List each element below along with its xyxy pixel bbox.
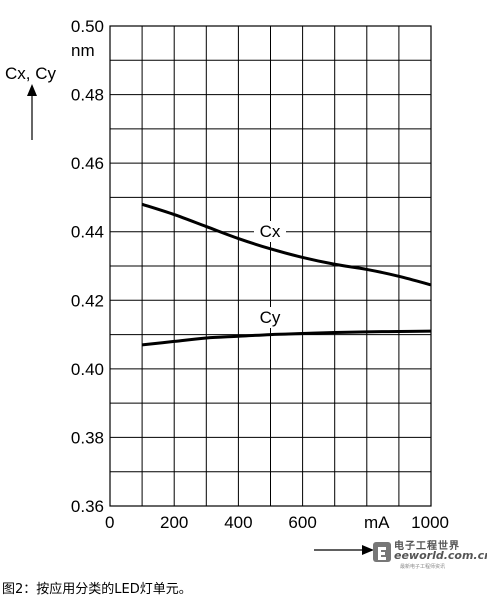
y-tick-label: 0.46	[71, 154, 104, 173]
y-tick-label: 0.42	[71, 291, 104, 310]
figure-caption: 图2：按应用分类的LED灯单元。	[2, 582, 192, 597]
eeworld-logo-icon	[373, 542, 391, 562]
x-axis-arrow	[314, 545, 374, 555]
y-tick-label: 0.38	[71, 428, 104, 447]
tick-labels: 0.50 0.48 0.46 0.44 0.42 0.40 0.38 0.360 200 400 6…	[71, 17, 449, 532]
y-tick-label: 0.48	[71, 86, 104, 105]
series-label-cy: Cy	[260, 308, 281, 327]
y-tick-label: 0.36	[71, 497, 104, 516]
plot-border	[109, 25, 432, 507]
eeworld-logo: 电子工程世界 eeworld.com.cn 最新电子工程师资讯	[370, 537, 487, 571]
y-tick-label: 0.50	[71, 17, 104, 36]
x-axis-unit: mA	[364, 513, 390, 532]
grid	[110, 26, 431, 506]
y-tick-label: 0.40	[71, 360, 104, 379]
series-lines: Cx Cy	[141, 202, 432, 347]
series-label-cx: Cx	[260, 222, 281, 241]
x-tick-label: 600	[288, 513, 316, 532]
y-axis-title: Cx, Cy	[5, 64, 57, 83]
logo-tagline: 最新电子工程师资讯	[400, 564, 446, 570]
series-label-backing	[254, 221, 286, 242]
series-label-backing	[254, 307, 286, 328]
series-line-cx	[141, 202, 432, 287]
plot-frame	[109, 25, 432, 507]
logo-url: eeworld.com.cn	[394, 549, 487, 562]
y-tick-label: 0.44	[71, 223, 104, 242]
series-line-cy	[141, 329, 432, 347]
y-axis-arrow	[27, 84, 37, 140]
x-tick-label: 0	[105, 513, 114, 532]
x-tick-label: 400	[224, 513, 252, 532]
y-axis-unit: nm	[71, 41, 95, 60]
x-tick-label: 200	[160, 513, 188, 532]
x-tick-label: 1000	[411, 513, 449, 532]
logo-name: 电子工程世界	[394, 541, 460, 552]
